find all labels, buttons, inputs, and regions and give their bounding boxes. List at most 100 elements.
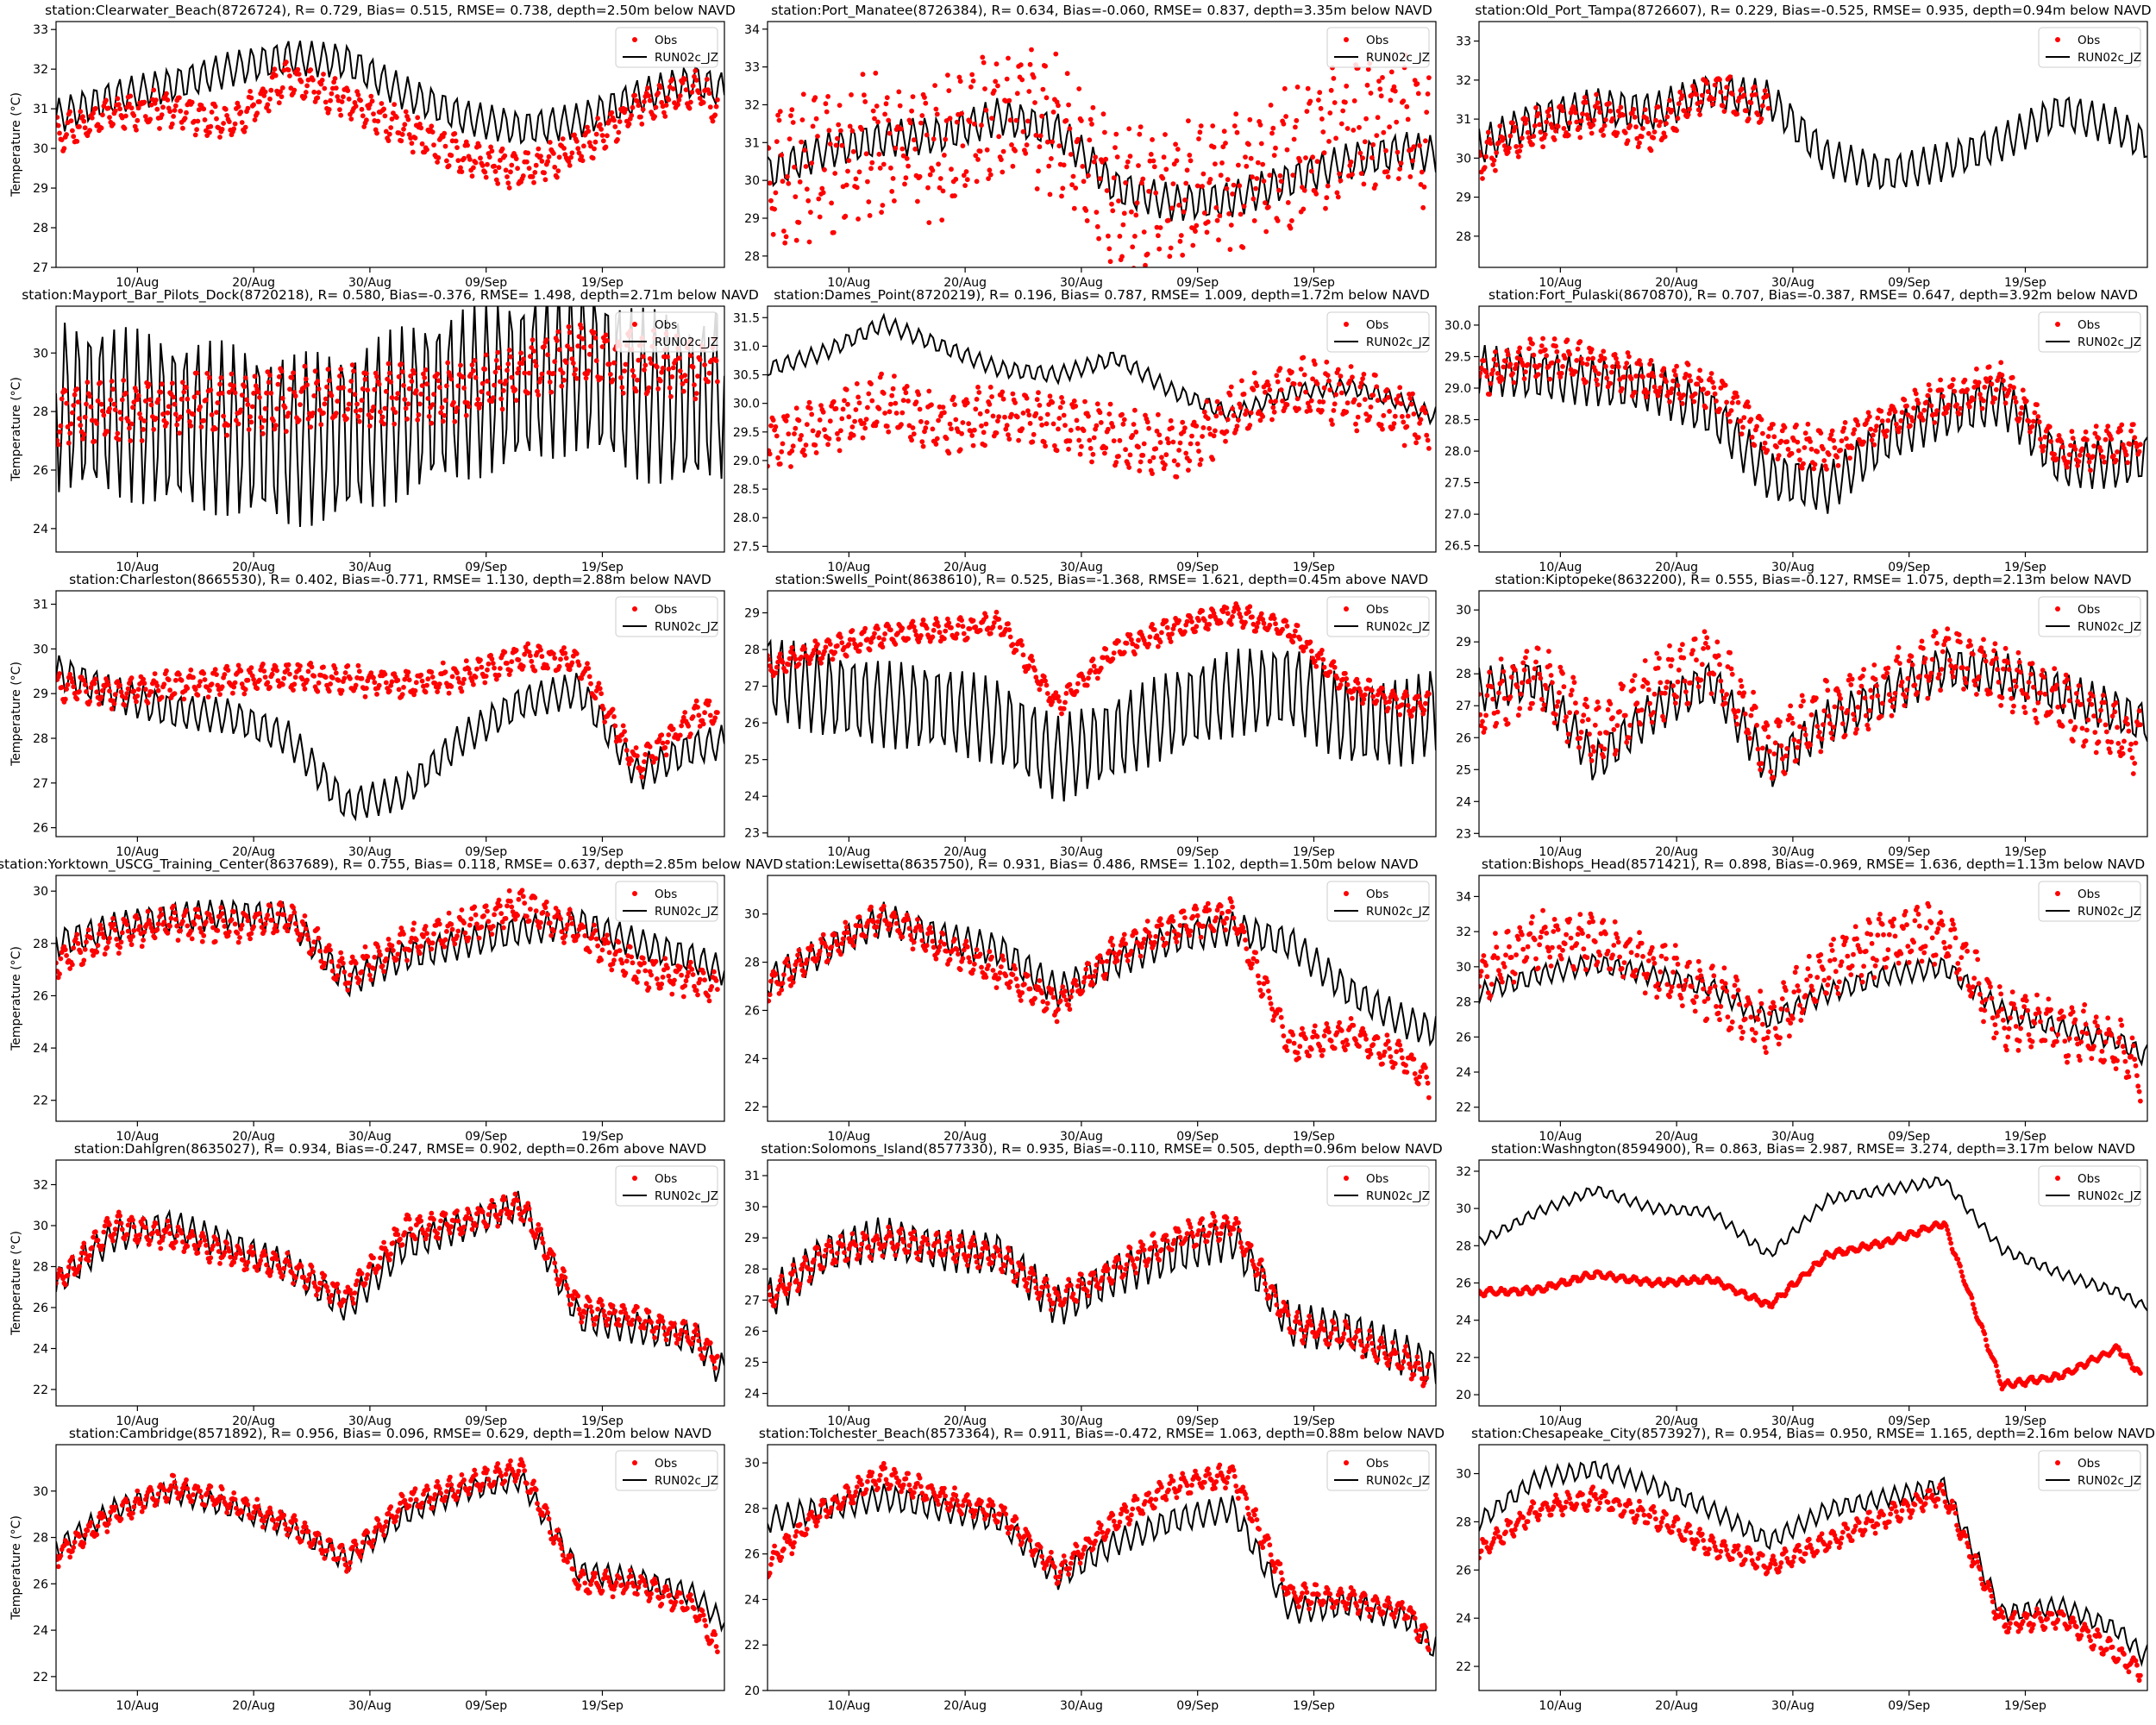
x-tick-label: 19/Sep: [581, 276, 624, 290]
obs-point: [867, 647, 873, 653]
obs-point: [111, 701, 117, 706]
obs-point: [1614, 723, 1620, 728]
obs-point: [974, 397, 980, 402]
subplot-title: station:Charleston(8665530), R= 0.402, B…: [69, 572, 711, 587]
obs-point: [797, 436, 803, 442]
obs-point: [830, 229, 837, 235]
obs-point: [1282, 85, 1288, 91]
obs-point: [475, 397, 481, 402]
obs-point: [1114, 154, 1120, 160]
obs-point: [1551, 720, 1557, 725]
obs-point: [496, 165, 502, 171]
obs-point: [1916, 674, 1922, 679]
obs-point: [1344, 409, 1350, 415]
obs-point: [838, 428, 843, 434]
obs-point: [1198, 457, 1204, 462]
obs-point: [2056, 433, 2062, 438]
obs-point: [525, 641, 531, 647]
obs-point: [1913, 391, 1919, 397]
obs-point: [1614, 360, 1620, 366]
obs-point: [1674, 128, 1679, 134]
obs-point: [642, 759, 647, 764]
obs-point: [2072, 447, 2078, 452]
obs-point: [936, 417, 941, 423]
obs-point: [979, 423, 984, 429]
obs-point: [298, 663, 303, 669]
obs-point: [1421, 707, 1427, 713]
obs-point: [1013, 648, 1019, 653]
obs-point: [423, 367, 429, 373]
obs-point: [1354, 428, 1360, 434]
obs-point: [999, 157, 1004, 163]
obs-point: [1664, 121, 1669, 127]
obs-point: [715, 379, 720, 385]
obs-point: [943, 436, 950, 442]
obs-point: [1571, 680, 1577, 686]
obs-point: [865, 179, 870, 185]
obs-point: [1297, 158, 1303, 164]
obs-point: [1064, 71, 1070, 77]
obs-point: [1501, 668, 1507, 674]
obs-point: [1375, 398, 1381, 404]
obs-point: [94, 421, 100, 426]
obs-point: [1237, 183, 1243, 189]
obs-point: [560, 136, 566, 141]
obs-point: [897, 103, 903, 109]
obs-point: [1998, 703, 2004, 708]
obs-point: [1250, 621, 1257, 627]
obs-point: [367, 423, 373, 429]
obs-point: [957, 78, 963, 85]
obs-point: [1211, 433, 1217, 439]
obs-point: [1133, 430, 1139, 435]
obs-point: [1553, 343, 1558, 349]
obs-point: [1110, 208, 1116, 214]
obs-point: [1550, 680, 1555, 686]
y-tick-label: 28: [33, 732, 48, 746]
obs-point: [57, 429, 62, 435]
obs-point: [56, 442, 61, 448]
obs-point: [1234, 129, 1240, 135]
legend-obs-label: Obs: [1366, 318, 1388, 332]
obs-point: [585, 661, 590, 667]
obs-point: [1326, 378, 1332, 384]
obs-point: [1134, 643, 1140, 649]
obs-point: [1858, 683, 1865, 689]
obs-point: [1069, 182, 1075, 188]
obs-point: [768, 463, 770, 469]
obs-point: [1200, 434, 1205, 439]
obs-point: [863, 417, 869, 422]
obs-point: [579, 325, 585, 331]
obs-point: [177, 672, 182, 677]
obs-point: [696, 90, 702, 96]
obs-point: [2118, 428, 2123, 434]
obs-point: [660, 740, 666, 746]
y-tick-label: 30: [33, 142, 48, 156]
obs-point: [1567, 120, 1572, 126]
obs-point: [364, 117, 369, 123]
obs-point: [1031, 431, 1037, 437]
obs-point: [1067, 681, 1073, 687]
obs-point: [274, 406, 279, 411]
obs-point: [816, 649, 822, 656]
obs-point: [486, 661, 492, 667]
obs-point: [990, 624, 996, 630]
obs-point: [909, 437, 914, 443]
obs-point: [679, 723, 684, 729]
x-tick-label: 09/Sep: [465, 845, 507, 859]
obs-point: [192, 687, 198, 693]
obs-point: [1168, 417, 1174, 423]
obs-point: [1367, 414, 1373, 419]
obs-point: [1657, 656, 1662, 662]
obs-point: [1006, 627, 1012, 633]
obs-point: [1727, 74, 1733, 79]
obs-point: [622, 729, 627, 734]
obs-point: [1130, 244, 1136, 250]
obs-point: [569, 660, 575, 666]
obs-point: [1530, 700, 1535, 706]
obs-point: [78, 109, 84, 115]
obs-point: [695, 705, 700, 710]
obs-point: [959, 618, 964, 624]
obs-point: [1626, 735, 1632, 741]
obs-point: [1006, 432, 1011, 437]
obs-point: [1320, 129, 1326, 135]
